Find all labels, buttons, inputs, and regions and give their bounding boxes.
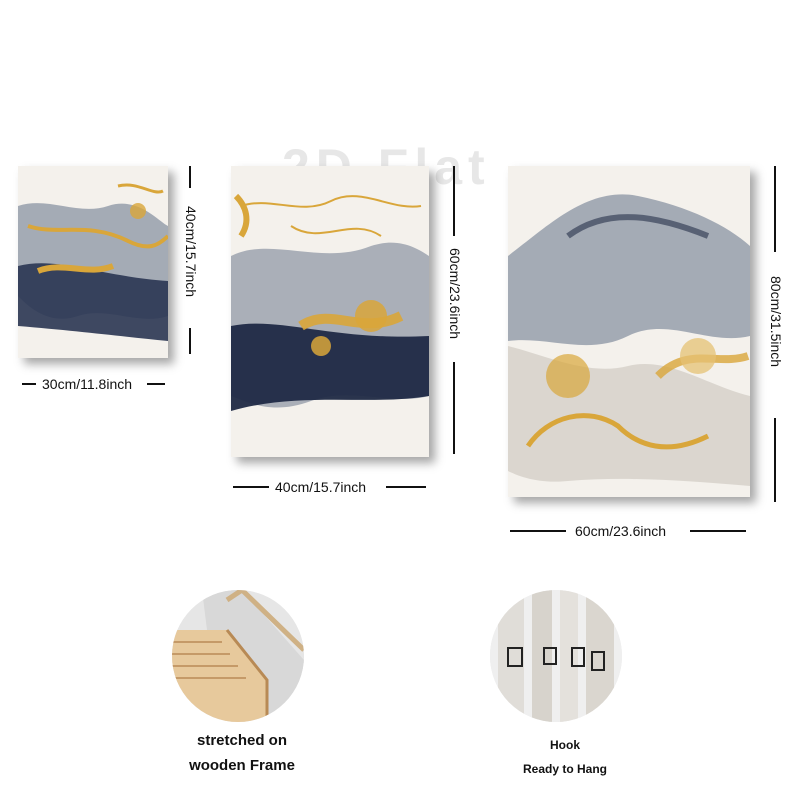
frame-caption-line1: stretched on xyxy=(196,732,287,749)
frame-caption-line2: wooden Frame xyxy=(189,757,295,774)
width-line-right xyxy=(147,383,165,385)
height-line-bottom xyxy=(774,418,776,502)
height-label-small: 40cm/15.7inch xyxy=(183,206,199,298)
width-label-small: 30cm/11.8inch xyxy=(42,376,133,392)
height-line-bottom xyxy=(453,362,455,454)
height-line-top xyxy=(189,166,191,188)
hook-photo xyxy=(490,590,622,722)
height-line-top xyxy=(774,166,776,252)
height-label-large: 80cm/31.5inch xyxy=(768,276,784,368)
width-line-left xyxy=(22,383,36,385)
hook-caption-line1: Hook xyxy=(550,738,580,752)
height-line-bottom xyxy=(189,328,191,354)
height-line-top xyxy=(453,166,455,236)
painting-medium xyxy=(231,166,429,457)
width-line-left xyxy=(233,486,269,488)
width-label-medium: 40cm/15.7inch xyxy=(275,479,367,495)
painting-large xyxy=(508,166,750,497)
width-label-large: 60cm/23.6inch xyxy=(575,523,667,539)
width-line-right xyxy=(386,486,426,488)
wooden-frame-photo xyxy=(172,590,304,722)
width-line-right xyxy=(690,530,746,532)
height-label-medium: 60cm/23.6inch xyxy=(447,248,463,340)
hook-caption-line2: Ready to Hang xyxy=(522,762,607,776)
width-line-left xyxy=(510,530,566,532)
painting-small xyxy=(18,166,168,358)
